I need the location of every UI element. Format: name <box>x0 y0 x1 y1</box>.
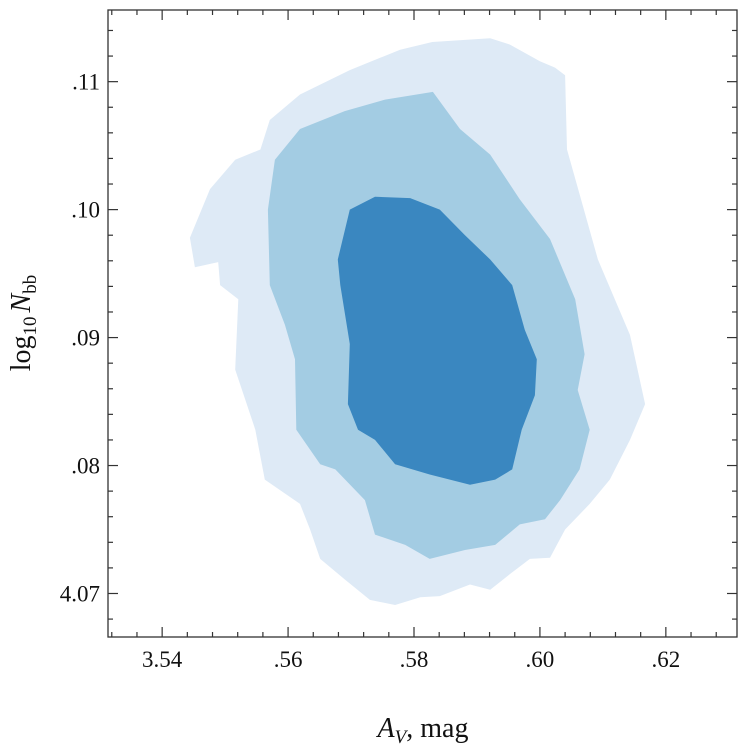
x-tick-label: .60 <box>526 647 555 672</box>
contour-region <box>337 196 537 485</box>
y-label-symbol: N <box>6 292 37 313</box>
y-label-function: log <box>6 335 37 371</box>
y-label-function-subscript: 10 <box>20 316 41 335</box>
y-tick-label: .09 <box>71 326 100 351</box>
y-tick-label: .11 <box>72 70 100 95</box>
y-label-subscript: bb <box>20 275 41 294</box>
y-axis-label: log10 Nbb <box>6 275 41 371</box>
x-tick-label: .56 <box>274 647 303 672</box>
x-label-subscript: V <box>395 727 409 747</box>
x-label-unit: , mag <box>406 713 468 744</box>
x-tick-label: .58 <box>400 647 429 672</box>
y-tick-label: .08 <box>71 454 100 479</box>
x-tick-label: 3.54 <box>142 647 183 672</box>
plot-frame <box>107 9 738 638</box>
x-axis-label: AV, mag <box>376 713 469 747</box>
y-tick-label: .10 <box>71 198 100 223</box>
x-tick-label: .62 <box>651 647 680 672</box>
y-tick-label: 4.07 <box>60 581 100 606</box>
x-label-symbol: A <box>376 713 396 744</box>
